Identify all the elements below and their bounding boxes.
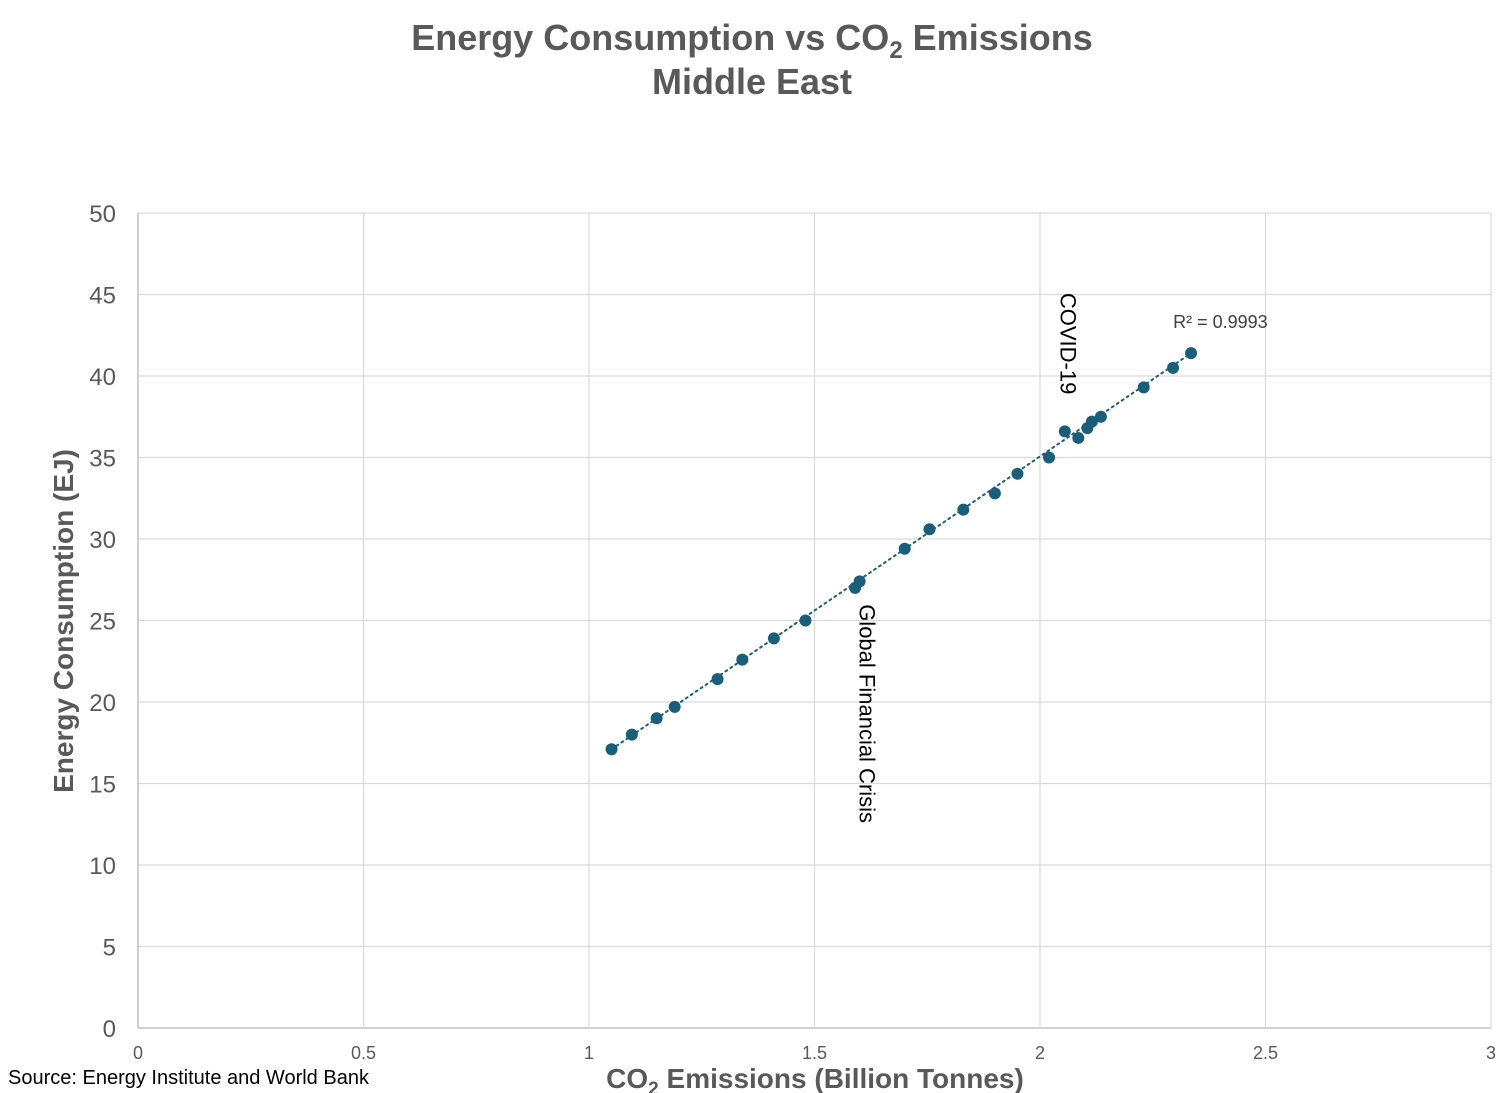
y-tick-label: 50 xyxy=(89,201,116,228)
x-tick-label: 0.5 xyxy=(351,1043,376,1063)
y-tick-label: 0 xyxy=(103,1016,116,1043)
source-note: Source: Energy Institute and World Bank xyxy=(8,1067,370,1089)
data-point xyxy=(1043,451,1056,464)
data-point xyxy=(668,700,681,713)
x-tick-label: 1.5 xyxy=(802,1043,827,1063)
gridlines xyxy=(137,212,1492,1029)
annotations: COVID-19 Global Financial Crisis xyxy=(855,293,1081,823)
chart-subtitle: Middle East xyxy=(652,61,852,102)
data-points xyxy=(605,347,1198,756)
y-axis-title: Energy Consumption (EJ) xyxy=(48,449,79,793)
data-point xyxy=(1085,415,1098,428)
data-point xyxy=(650,712,663,725)
x-tick-label: 2 xyxy=(1035,1043,1045,1063)
data-point xyxy=(1058,425,1071,438)
data-point xyxy=(767,632,780,645)
x-tick-label: 3 xyxy=(1486,1043,1496,1063)
y-tick-label: 20 xyxy=(89,690,116,717)
data-point xyxy=(625,728,638,741)
data-point xyxy=(711,673,724,686)
data-point xyxy=(988,487,1001,500)
annotation-label: Global Financial Crisis xyxy=(855,604,880,823)
data-point xyxy=(1011,467,1024,480)
data-point xyxy=(1167,361,1180,374)
data-point xyxy=(1094,410,1107,423)
annotation-label: COVID-19 xyxy=(1055,293,1080,394)
data-point xyxy=(898,542,911,555)
data-point xyxy=(1185,347,1198,360)
data-point xyxy=(1072,431,1085,444)
x-tick-label: 2.5 xyxy=(1253,1043,1278,1063)
chart-title: Energy Consumption vs CO2 Emissions xyxy=(411,17,1093,64)
y-tick-label: 25 xyxy=(89,609,116,636)
y-tick-label: 30 xyxy=(89,527,116,554)
data-point xyxy=(923,523,936,536)
x-axis-ticks: 0 0.5 1 1.5 2 2.5 3 xyxy=(133,1043,1496,1063)
y-tick-label: 45 xyxy=(89,283,116,310)
r-squared-label: R² = 0.9993 xyxy=(1173,312,1268,332)
x-tick-label: 0 xyxy=(133,1043,143,1063)
y-tick-label: 10 xyxy=(89,853,116,880)
y-axis-ticks: 0 5 10 15 20 25 30 35 40 45 50 xyxy=(89,201,116,1043)
data-point xyxy=(799,614,812,627)
y-tick-label: 5 xyxy=(103,935,116,962)
data-point xyxy=(957,503,970,516)
data-point xyxy=(853,575,866,588)
y-tick-label: 15 xyxy=(89,772,116,799)
data-point xyxy=(605,743,618,756)
y-tick-label: 35 xyxy=(89,446,116,473)
y-tick-label: 40 xyxy=(89,364,116,391)
data-point xyxy=(1137,381,1150,394)
x-axis-title: CO2 Emissions (Billion Tonnes) xyxy=(606,1063,1024,1093)
data-point xyxy=(736,653,749,666)
x-tick-label: 1 xyxy=(584,1043,594,1063)
